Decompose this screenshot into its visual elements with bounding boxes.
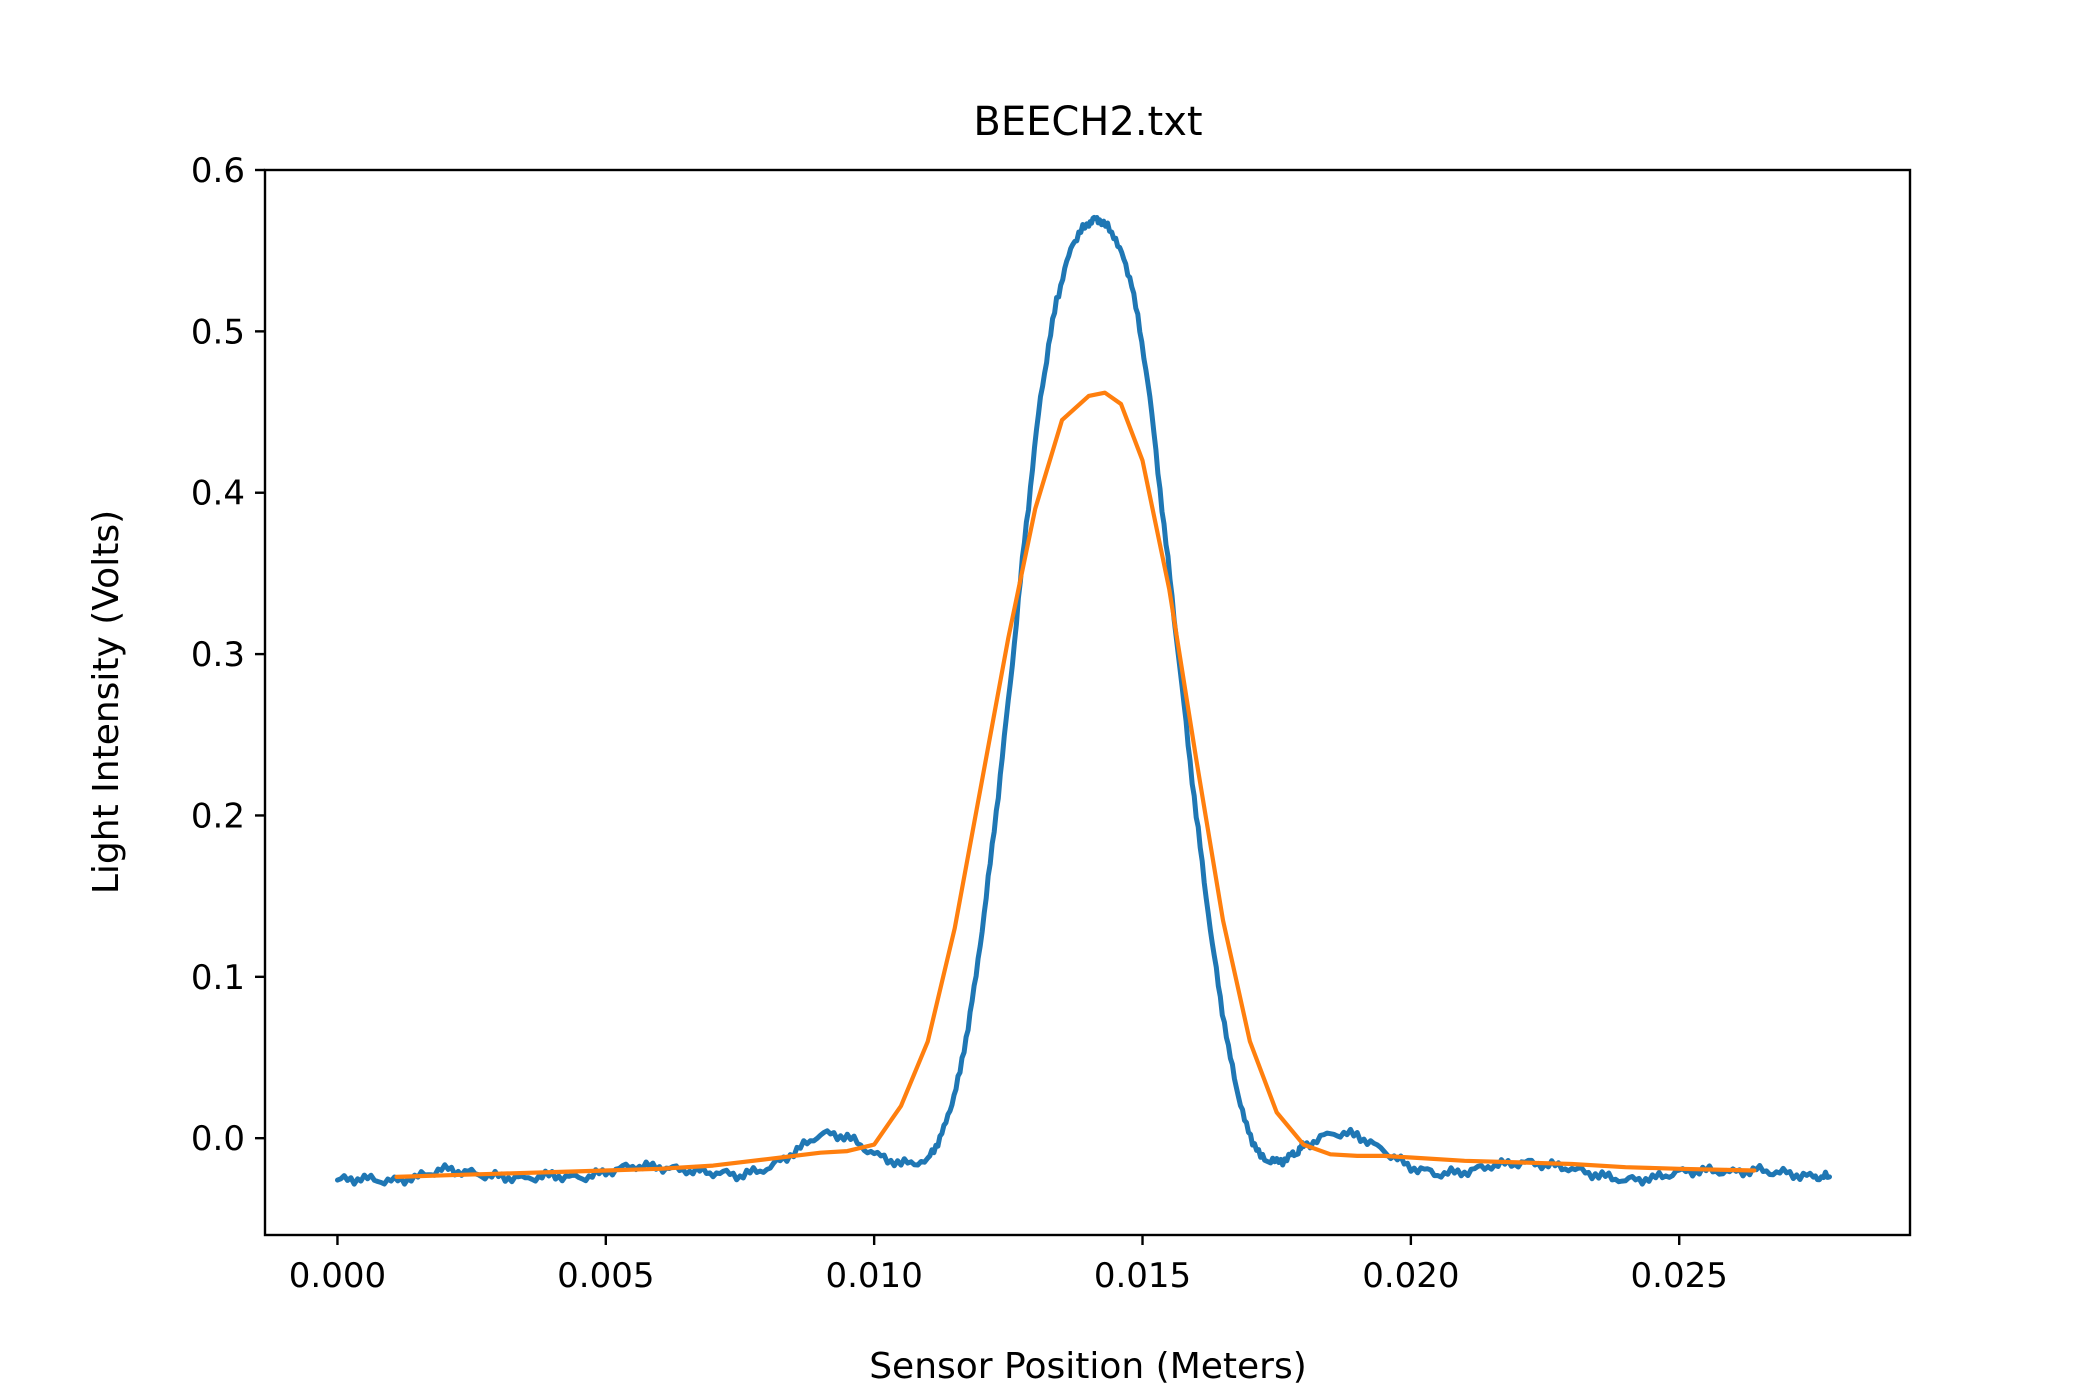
y-tick-label: 0.2 [191,796,245,836]
x-tick-label: 0.010 [825,1256,922,1296]
x-tick-label: 0.015 [1094,1256,1191,1296]
series-layer [335,214,1832,1187]
y-tick-label: 0.0 [191,1119,245,1159]
plot-area [263,168,1912,1237]
y-tick-label: 0.3 [191,635,245,675]
y-axis: 0.0 0.1 0.2 0.3 0.4 0.5 0.6 [191,151,265,1159]
chart-title: BEECH2.txt [973,99,1202,145]
x-tick-label: 0.020 [1362,1256,1459,1296]
x-tick-label: 0.025 [1631,1256,1728,1296]
y-tick-label: 0.1 [191,958,245,998]
x-tick-label: 0.005 [557,1256,654,1296]
x-axis-label: Sensor Position (Meters) [869,1346,1307,1387]
x-axis: 0.000 0.005 0.010 0.015 0.020 0.025 [289,1235,1728,1296]
series-line-2 [394,390,1757,1180]
x-tick-label: 0.000 [289,1256,386,1296]
y-tick-label: 0.5 [191,312,245,352]
plot-background [265,170,1910,1235]
plot-frame [263,168,1912,1237]
y-axis-label: Light Intensity (Volts) [86,510,127,894]
y-tick-label: 0.6 [191,151,245,191]
y-tick-label: 0.4 [191,474,245,514]
